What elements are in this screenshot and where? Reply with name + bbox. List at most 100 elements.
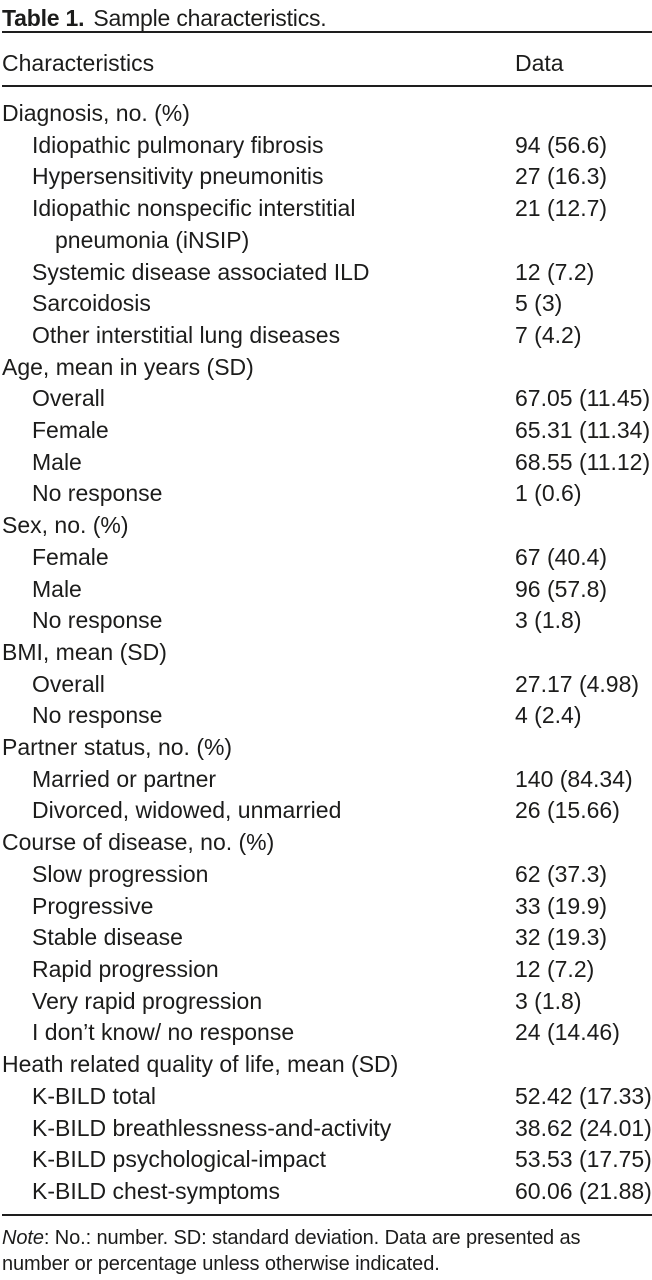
table-body: Diagnosis, no. (%) Idiopathic pulmonary f…: [2, 87, 652, 1214]
row-label: Systemic disease associated ILD: [32, 258, 370, 285]
row-label: Very rapid progression: [32, 987, 263, 1014]
row-label: Hypersensitivity pneumonitis: [32, 163, 324, 190]
row-label: Married or partner: [32, 765, 217, 792]
row-value: 60.06 (21.88): [515, 1177, 652, 1204]
table-section-row: Heath related quality of life, mean (SD): [2, 1049, 652, 1081]
row-value: 94 (56.6): [515, 131, 608, 158]
table-note: Note: No.: number. SD: standard deviatio…: [2, 1225, 652, 1278]
table-section-row: Diagnosis, no. (%): [2, 98, 652, 130]
row-value: 5 (3): [515, 290, 563, 317]
table-row: Other interstitial lung diseases 7 (4.2): [2, 320, 652, 352]
row-value: 26 (15.66): [515, 797, 620, 824]
row-label: Male: [32, 448, 82, 475]
row-label: Idiopathic nonspecific interstitial pneum…: [2, 193, 515, 256]
table-row: Female 65.31 (11.34): [2, 415, 652, 447]
row-value: 3 (1.8): [515, 987, 582, 1014]
table-header-row: Characteristics Data: [2, 33, 652, 85]
table-row: Very rapid progression 3 (1.8): [2, 986, 652, 1018]
row-label-continuation: pneumonia (iNSIP): [55, 226, 250, 253]
row-label: Sex, no. (%): [2, 512, 129, 539]
table-row: Sarcoidosis 5 (3): [2, 288, 652, 320]
table-row: Hypersensitivity pneumonitis 27 (16.3): [2, 161, 652, 193]
row-label: Heath related quality of life, mean (SD): [2, 1051, 399, 1078]
row-label: BMI, mean (SD): [2, 638, 167, 665]
column-header-characteristics: Characteristics: [2, 50, 155, 76]
table-title: Table 1. Sample characteristics.: [2, 5, 652, 31]
row-label: Slow progression: [32, 860, 209, 887]
table-row: Slow progression 62 (37.3): [2, 859, 652, 891]
row-label: Overall: [32, 670, 105, 697]
row-value: 52.42 (17.33): [515, 1082, 652, 1109]
row-label: Female: [32, 543, 109, 570]
table-caption: Sample characteristics.: [93, 5, 327, 31]
table-row: K-BILD chest-symptoms 60.06 (21.88): [2, 1176, 652, 1208]
table-row: Idiopathic pulmonary fibrosis 94 (56.6): [2, 130, 652, 162]
table-row: Progressive 33 (19.9): [2, 891, 652, 923]
row-value: 68.55 (11.12): [515, 448, 651, 475]
row-label: K-BILD psychological-impact: [32, 1146, 327, 1173]
table-row: K-BILD total 52.42 (17.33): [2, 1081, 652, 1113]
table-section-row: Sex, no. (%): [2, 510, 652, 542]
table-section-row: Age, mean in years (SD): [2, 352, 652, 384]
row-label: K-BILD total: [32, 1082, 156, 1109]
row-value: 12 (7.2): [515, 955, 595, 982]
row-value: 53.53 (17.75): [515, 1146, 652, 1173]
table-row: Male 96 (57.8): [2, 574, 652, 606]
row-label: Idiopathic pulmonary fibrosis: [32, 131, 324, 158]
table-row: Systemic disease associated ILD 12 (7.2): [2, 257, 652, 289]
row-value: 65.31 (11.34): [515, 417, 651, 444]
top-rule: [2, 31, 652, 33]
table-row: Married or partner 140 (84.34): [2, 764, 652, 796]
row-label: Stable disease: [32, 924, 183, 951]
row-label: Course of disease, no. (%): [2, 829, 275, 856]
row-value: 27.17 (4.98): [515, 670, 640, 697]
row-label: No response: [32, 480, 163, 507]
row-value: 33 (19.9): [515, 892, 608, 919]
row-label: K-BILD chest-symptoms: [32, 1177, 280, 1204]
row-label: K-BILD breathlessness-and-activity: [32, 1114, 392, 1141]
table-number: Table 1.: [2, 5, 85, 31]
row-label: Age, mean in years (SD): [2, 353, 254, 380]
row-value: 24 (14.46): [515, 1019, 620, 1046]
table-section-row: Partner status, no. (%): [2, 732, 652, 764]
table-row: No response 1 (0.6): [2, 478, 652, 510]
row-value: 38.62 (24.01): [515, 1114, 652, 1141]
row-label: I don’t know/ no response: [32, 1019, 295, 1046]
table-row: Overall 67.05 (11.45): [2, 383, 652, 415]
table-row: K-BILD breathlessness-and-activity 38.62 …: [2, 1113, 652, 1145]
row-label: No response: [32, 607, 163, 634]
row-value: 1 (0.6): [515, 480, 582, 507]
bottom-rule: [2, 1213, 652, 1216]
table-row: Male 68.55 (11.12): [2, 447, 652, 479]
row-label: Rapid progression: [32, 955, 219, 982]
header-rule: [2, 85, 652, 87]
row-value: 21 (12.7): [515, 195, 608, 222]
row-value: 67 (40.4): [515, 543, 608, 570]
table-row: Idiopathic nonspecific interstitial pneum…: [2, 193, 652, 256]
row-label: Progressive: [32, 892, 154, 919]
row-value: 96 (57.8): [515, 575, 608, 602]
table-row: K-BILD psychological-impact 53.53 (17.75): [2, 1144, 652, 1176]
row-label: Divorced, widowed, unmarried: [32, 797, 342, 824]
row-value: 7 (4.2): [515, 321, 582, 348]
table-section-row: BMI, mean (SD): [2, 637, 652, 669]
table-row: Stable disease 32 (19.3): [2, 922, 652, 954]
row-label: Overall: [32, 385, 105, 412]
row-value: 32 (19.3): [515, 924, 608, 951]
row-value: 62 (37.3): [515, 860, 608, 887]
row-label: Female: [32, 417, 109, 444]
table-row: Overall 27.17 (4.98): [2, 669, 652, 701]
row-label: Partner status, no. (%): [2, 734, 233, 761]
table-row: Divorced, widowed, unmarried 26 (15.66): [2, 795, 652, 827]
table-row: I don’t know/ no response 24 (14.46): [2, 1017, 652, 1049]
row-value: 140 (84.34): [515, 765, 633, 792]
table-section-row: Course of disease, no. (%): [2, 827, 652, 859]
row-label: Male: [32, 575, 82, 602]
note-label: Note: [2, 1226, 44, 1249]
row-value: 12 (7.2): [515, 258, 595, 285]
column-header-data: Data: [515, 50, 564, 76]
table-row: No response 4 (2.4): [2, 700, 652, 732]
row-value: 27 (16.3): [515, 163, 608, 190]
row-value: 3 (1.8): [515, 607, 582, 634]
